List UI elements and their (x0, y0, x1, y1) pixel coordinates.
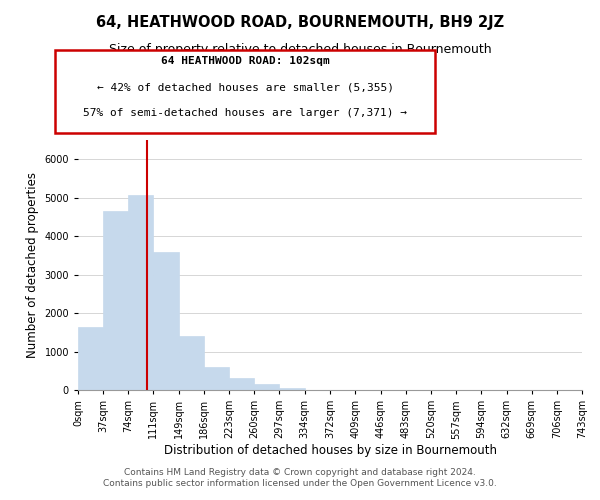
X-axis label: Distribution of detached houses by size in Bournemouth: Distribution of detached houses by size … (163, 444, 497, 457)
Bar (128, 195, 153, 390)
Bar (179, 336, 204, 390)
Text: 64, HEATHWOOD ROAD, BOURNEMOUTH, BH9 2JZ: 64, HEATHWOOD ROAD, BOURNEMOUTH, BH9 2JZ (96, 15, 504, 30)
Y-axis label: Number of detached properties: Number of detached properties (26, 172, 39, 358)
Text: 64 HEATHWOOD ROAD: 102sqm: 64 HEATHWOOD ROAD: 102sqm (161, 56, 329, 66)
Text: Contains HM Land Registry data © Crown copyright and database right 2024.
Contai: Contains HM Land Registry data © Crown c… (103, 468, 497, 487)
Bar (204, 368, 229, 390)
Bar (280, 388, 305, 390)
Bar (229, 378, 254, 390)
Bar (254, 384, 280, 390)
Text: Size of property relative to detached houses in Bournemouth: Size of property relative to detached ho… (109, 42, 491, 56)
Bar (78, 326, 103, 390)
Bar (103, 211, 128, 390)
Bar (153, 252, 179, 390)
Text: 57% of semi-detached houses are larger (7,371) →: 57% of semi-detached houses are larger (… (83, 108, 407, 118)
Text: ← 42% of detached houses are smaller (5,355): ← 42% of detached houses are smaller (5,… (97, 82, 394, 92)
